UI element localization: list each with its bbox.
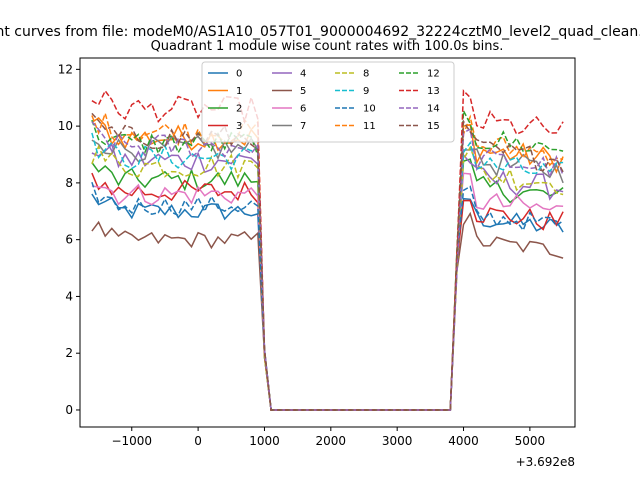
y-tick-label: 10: [58, 119, 73, 133]
legend-label-15: 15: [427, 121, 440, 132]
legend-box: [201, 61, 455, 143]
figure-suptitle: Light curves from file: modeM0/AS1A10_05…: [0, 24, 640, 40]
x-tick-label: −1000: [111, 434, 152, 448]
chart-title: Quadrant 1 module wise count rates with …: [151, 39, 504, 54]
series-line-9: [91, 132, 564, 411]
x-tick-label: 1000: [249, 434, 280, 448]
y-tick-label: 4: [65, 289, 73, 303]
y-tick-label: 2: [65, 346, 73, 360]
y-tick-label: 8: [65, 176, 73, 190]
y-tick-label: 0: [65, 403, 73, 417]
y-tick-label: 12: [58, 62, 73, 76]
axes-frame: [79, 57, 576, 428]
x-tick-label: 5000: [515, 434, 546, 448]
series-line-14: [91, 121, 564, 411]
legend-label-1: 1: [236, 86, 242, 97]
series-line-15: [91, 112, 564, 411]
legend-label-12: 12: [427, 69, 440, 80]
legend-label-6: 6: [300, 104, 306, 115]
legend-label-2: 2: [236, 104, 242, 115]
legend-label-7: 7: [300, 121, 306, 132]
legend-label-10: 10: [363, 104, 376, 115]
series-lines: [91, 89, 564, 411]
legend-label-3: 3: [236, 121, 242, 132]
x-tick-label: 4000: [448, 434, 479, 448]
x-tick-label: 0: [194, 434, 202, 448]
y-tick-label: 6: [65, 233, 73, 247]
series-line-11: [91, 110, 564, 411]
legend-label-5: 5: [300, 86, 306, 97]
legend-label-4: 4: [300, 69, 306, 80]
legend-label-11: 11: [363, 121, 376, 132]
y-axis: 0 2 4 6 8 10 12: [58, 62, 80, 417]
x-tick-label: 2000: [316, 434, 347, 448]
legend-label-14: 14: [427, 104, 440, 115]
legend-label-8: 8: [363, 69, 369, 80]
legend-label-13: 13: [427, 86, 440, 97]
x-axis-offset-label: +3.692e8: [516, 455, 575, 469]
legend-label-0: 0: [236, 69, 242, 80]
x-axis: −1000 0 1000 2000 3000 4000 5000: [111, 427, 545, 448]
legend-label-9: 9: [363, 86, 369, 97]
x-tick-label: 3000: [382, 434, 413, 448]
